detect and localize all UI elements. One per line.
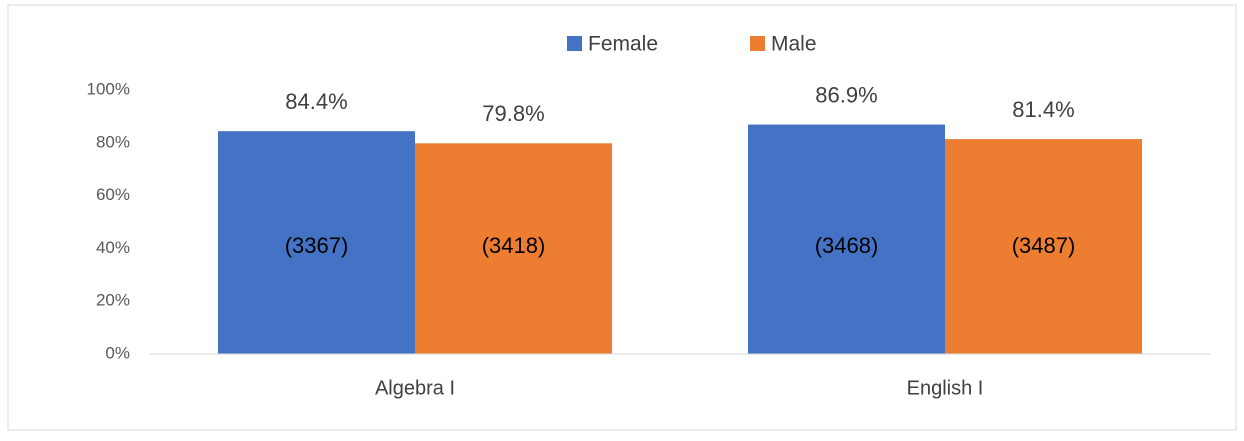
count-label: (3418) — [482, 233, 546, 258]
count-label: (3487) — [1012, 233, 1076, 258]
count-label: (3468) — [815, 233, 879, 258]
legend-swatch — [567, 36, 582, 51]
bar — [748, 124, 945, 354]
bar — [218, 131, 415, 354]
value-label: 84.4% — [285, 89, 347, 114]
y-tick-label: 0% — [105, 343, 130, 362]
legend-swatch — [750, 36, 765, 51]
value-label: 79.8% — [482, 101, 544, 126]
value-label: 81.4% — [1012, 97, 1074, 122]
y-tick-label: 60% — [96, 185, 130, 204]
legend-label: Male — [771, 33, 817, 56]
bar — [415, 143, 612, 354]
legend-label: Female — [588, 33, 658, 56]
count-label: (3367) — [285, 233, 349, 258]
y-tick-label: 20% — [96, 291, 130, 310]
y-tick-label: 80% — [96, 132, 130, 151]
value-label: 86.9% — [815, 82, 877, 107]
y-tick-label: 100% — [87, 79, 130, 98]
x-tick-label: Algebra I — [375, 377, 455, 399]
bar — [945, 139, 1142, 354]
x-tick-label: English I — [907, 377, 984, 399]
y-tick-label: 40% — [96, 238, 130, 257]
